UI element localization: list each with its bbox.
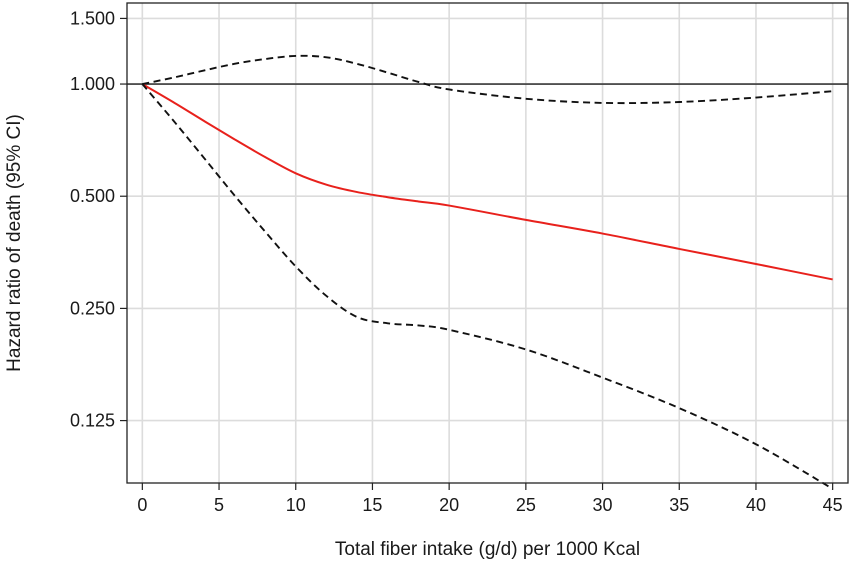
series-line-hazard-ratio bbox=[141, 83, 833, 281]
plot-frame bbox=[126, 2, 849, 484]
x-axis-title: Total fiber intake (g/d) per 1000 Kcal bbox=[335, 539, 640, 560]
y-axis-title: Hazard ratio of death (95% CI) bbox=[4, 114, 25, 372]
x-tick-label: 15 bbox=[362, 495, 382, 515]
x-tick-label: 25 bbox=[516, 495, 536, 515]
x-tick-label: 30 bbox=[593, 495, 613, 515]
x-tick-label: 0 bbox=[137, 495, 147, 515]
x-tick-label: 35 bbox=[669, 495, 689, 515]
x-tick-label: 5 bbox=[214, 495, 224, 515]
tick-layer: 0 5 10 15 20 25 30 35 40 45 0.125 0.250 0.500 1.000 1.… bbox=[70, 8, 843, 515]
series-line-lower-ci bbox=[141, 83, 834, 490]
y-tick-label: 0.250 bbox=[70, 298, 115, 318]
y-tick-label: 0.125 bbox=[70, 411, 115, 431]
x-tick-label: 40 bbox=[746, 495, 766, 515]
x-tick-label: 20 bbox=[439, 495, 459, 515]
y-tick-label: 0.500 bbox=[70, 186, 115, 206]
series-line-upper-ci bbox=[142, 54, 833, 105]
x-tick-label: 10 bbox=[286, 495, 306, 515]
y-tick-label: 1.000 bbox=[70, 74, 115, 94]
y-tick-label: 1.500 bbox=[70, 8, 115, 28]
x-tick-label: 45 bbox=[823, 495, 843, 515]
series-layer bbox=[141, 54, 834, 490]
